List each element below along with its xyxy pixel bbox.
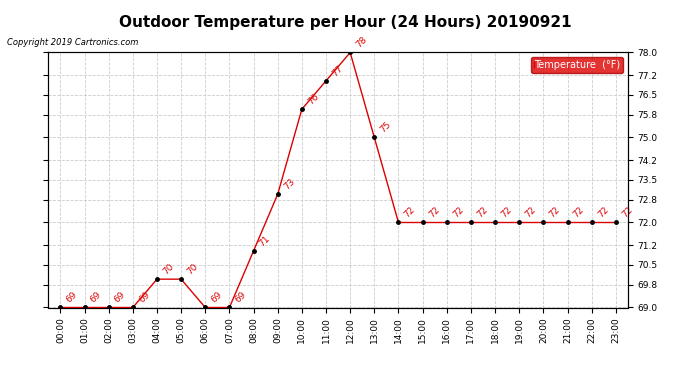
Text: 76: 76: [306, 92, 321, 106]
Text: 72: 72: [403, 206, 417, 220]
Text: 72: 72: [596, 206, 610, 220]
Text: 73: 73: [282, 177, 297, 191]
Text: 69: 69: [137, 290, 152, 305]
Text: 77: 77: [331, 63, 345, 78]
Text: 72: 72: [500, 206, 513, 220]
Text: Outdoor Temperature per Hour (24 Hours) 20190921: Outdoor Temperature per Hour (24 Hours) …: [119, 15, 571, 30]
Text: 72: 72: [451, 206, 465, 220]
Text: 69: 69: [89, 290, 104, 305]
Text: 72: 72: [475, 206, 489, 220]
Text: 71: 71: [258, 234, 273, 248]
Text: 72: 72: [548, 206, 562, 220]
Text: 75: 75: [379, 120, 393, 135]
Text: 70: 70: [161, 262, 176, 276]
Text: 72: 72: [572, 206, 586, 220]
Legend: Temperature  (°F): Temperature (°F): [531, 57, 623, 73]
Text: 69: 69: [210, 290, 224, 305]
Text: 69: 69: [113, 290, 128, 305]
Text: Copyright 2019 Cartronics.com: Copyright 2019 Cartronics.com: [7, 38, 138, 47]
Text: 70: 70: [186, 262, 200, 276]
Text: 69: 69: [65, 290, 79, 305]
Text: 78: 78: [355, 35, 369, 50]
Text: 72: 72: [620, 206, 634, 220]
Text: 69: 69: [234, 290, 248, 305]
Text: 72: 72: [427, 206, 441, 220]
Text: 72: 72: [524, 206, 538, 220]
